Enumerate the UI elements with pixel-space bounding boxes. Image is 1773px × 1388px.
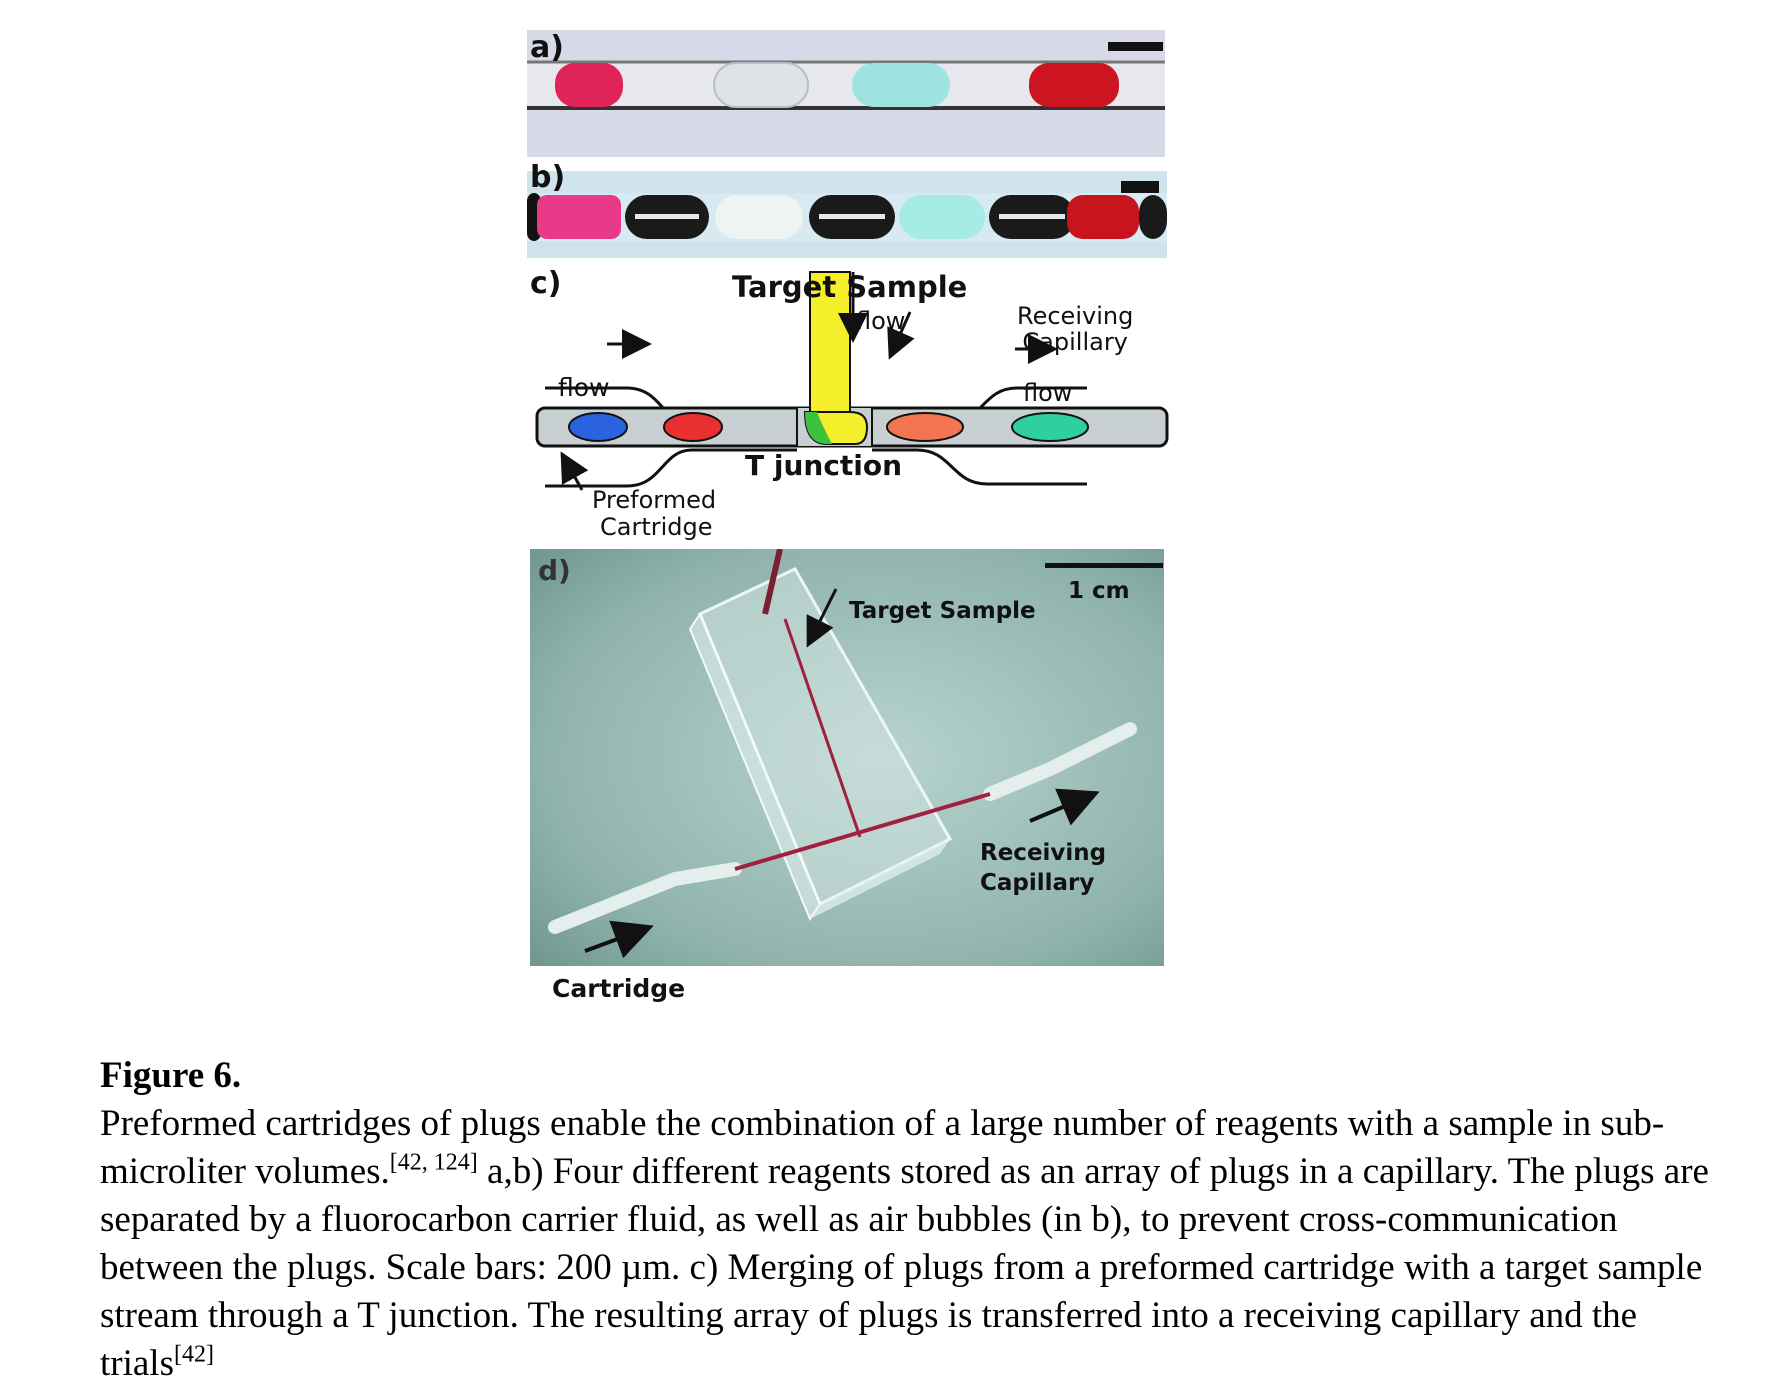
flow-label-top: flow bbox=[856, 307, 906, 335]
panel-b-image bbox=[527, 171, 1167, 258]
panel-b-label: b) bbox=[530, 160, 566, 195]
receiving-capillary-label-d: Receiving Capillary bbox=[980, 838, 1106, 898]
receiving-capillary-label-c: Receiving Capillary bbox=[1017, 303, 1133, 355]
plug-pink bbox=[555, 63, 623, 107]
panel-d-label: d) bbox=[538, 554, 571, 587]
receiving-capillary-line1: Receiving bbox=[1017, 302, 1134, 330]
receiving-capillary-d-line2: Capillary bbox=[980, 870, 1095, 896]
preformed-cartridge-line2: Cartridge bbox=[600, 513, 713, 541]
plug-cyan bbox=[899, 195, 985, 239]
panel-a-image bbox=[527, 30, 1165, 157]
caption-ref-1: [42, 124] bbox=[389, 1149, 478, 1176]
preformed-cartridge-label: Preformed Cartridge bbox=[592, 487, 716, 541]
receiving-capillary-d-line1: Receiving bbox=[980, 840, 1107, 866]
figure-caption: Figure 6. Preformed cartridges of plugs … bbox=[100, 1052, 1720, 1388]
scale-bar-1cm bbox=[1045, 563, 1163, 568]
caption-text-1: Preformed cartridges of plugs enable the… bbox=[100, 1103, 1665, 1192]
plug-red bbox=[1029, 63, 1119, 107]
target-sample-label: Target Sample bbox=[732, 270, 968, 304]
panel-c-label: c) bbox=[530, 266, 562, 301]
plug-orange bbox=[886, 412, 964, 442]
plug-clear bbox=[715, 195, 803, 239]
plug-pink bbox=[537, 195, 621, 239]
caption-ref-2: [42] bbox=[173, 1341, 214, 1368]
plug-blue bbox=[568, 412, 628, 442]
plug-cyan bbox=[852, 63, 950, 107]
flow-label-right: flow bbox=[1023, 379, 1073, 407]
flow-label-left: flow bbox=[558, 373, 610, 402]
panel-d-photo bbox=[530, 548, 1164, 966]
target-sample-label-d: Target Sample bbox=[849, 598, 1036, 624]
caption-text-2: a,b) Four different reagents stored as a… bbox=[100, 1151, 1709, 1384]
plug-red bbox=[1067, 195, 1139, 239]
caption-title: Figure 6. bbox=[100, 1055, 242, 1096]
plug-clear bbox=[713, 62, 809, 108]
preformed-cartridge-line1: Preformed bbox=[592, 486, 717, 514]
scale-bar bbox=[1121, 181, 1159, 193]
cartridge-label: Cartridge bbox=[552, 974, 686, 1003]
t-junction-label: T junction bbox=[745, 449, 903, 482]
scale-1cm-label: 1 cm bbox=[1068, 578, 1130, 604]
plug-teal bbox=[1011, 412, 1089, 442]
scale-bar bbox=[1108, 42, 1163, 51]
receiving-capillary-line2: Capillary bbox=[1022, 328, 1128, 356]
panel-a-label: a) bbox=[530, 30, 564, 65]
panel-c-diagram bbox=[527, 262, 1177, 547]
plug-red bbox=[663, 412, 723, 442]
